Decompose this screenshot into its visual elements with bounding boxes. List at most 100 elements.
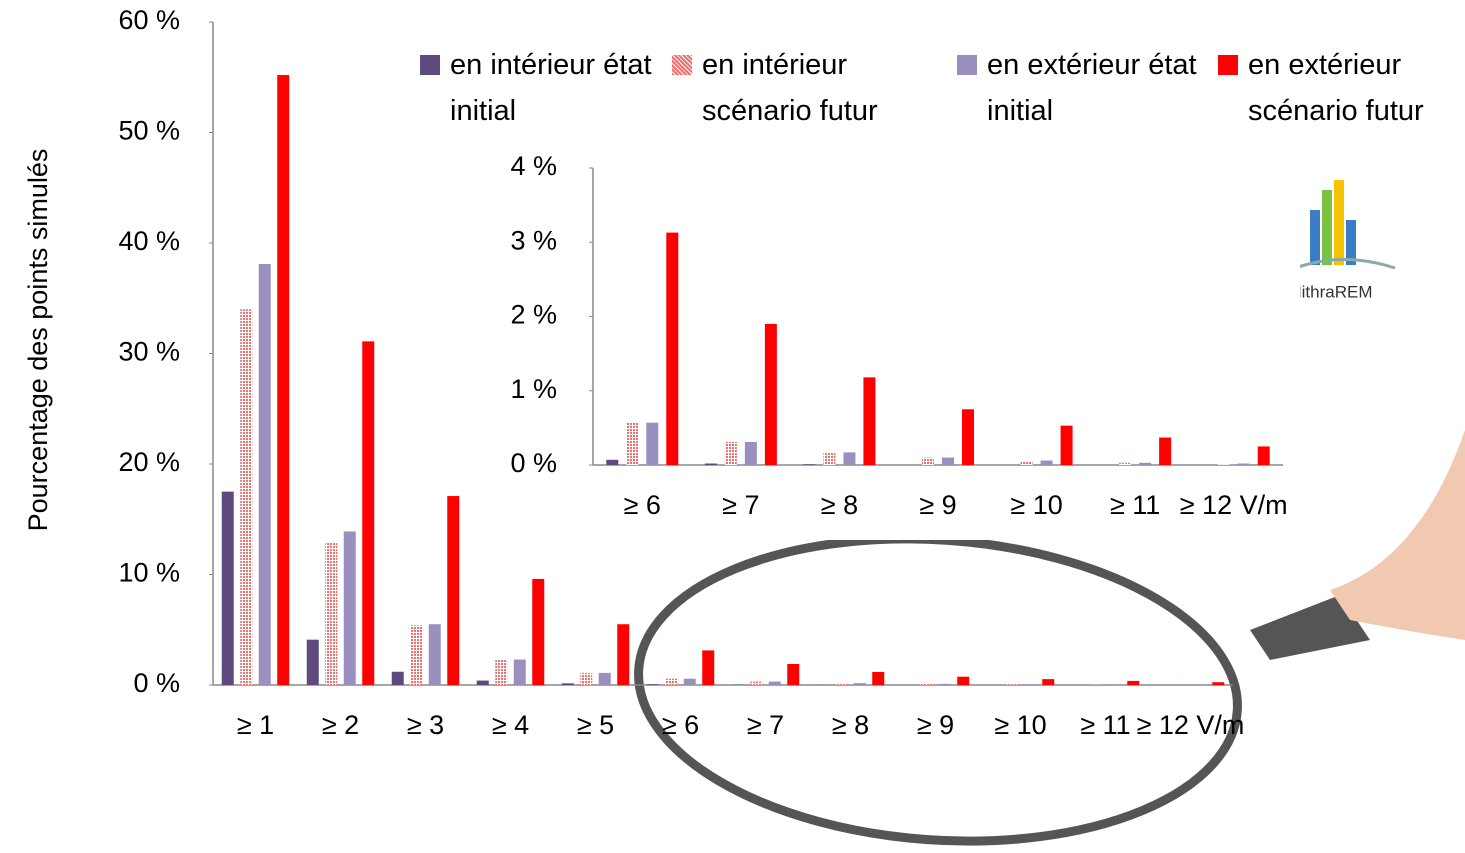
x-tick-label: ≥ 10 [1010,490,1062,520]
bar [599,673,611,685]
bar [1159,438,1171,465]
bar [765,324,777,465]
x-tick-label: ≥ 5 [577,710,614,740]
x-tick-label: ≥ 9 [917,710,954,740]
bar [410,625,422,685]
bar [1218,464,1230,465]
x-tick-label: ≥ 8 [821,490,858,520]
y-tick-label: 0 % [510,448,557,478]
bar [1061,426,1073,465]
y-tick-label: 2 % [510,300,557,330]
bar [1041,461,1053,465]
bar [240,309,252,685]
bar [362,341,374,685]
bar [750,682,762,685]
bar [1024,684,1036,685]
bar [617,624,629,685]
legend-swatch [957,55,977,75]
bar [562,683,574,685]
bar [447,496,459,685]
bar [939,684,951,685]
x-tick-label: ≥ 8 [832,710,869,740]
bar [854,683,866,685]
bar [787,664,799,685]
bar [1258,446,1270,465]
y-axis-label: Pourcentage des points simulés [23,149,53,532]
bar [1139,463,1151,465]
y-tick-label: 30 % [118,337,180,367]
bar [957,677,969,685]
y-tick-label: 1 % [510,374,557,404]
x-tick-label: ≥ 12 V/m [1137,710,1245,740]
bar [962,409,974,465]
bar [705,464,717,465]
x-tick-label: ≥ 7 [722,490,759,520]
bar [1119,463,1131,465]
page: Pourcentage des points simulés MithraREM… [0,0,1465,853]
bar [222,492,234,685]
y-tick-label: 60 % [118,5,180,35]
bar [259,264,271,685]
x-tick-label: ≥ 2 [322,710,359,740]
legend-swatch [1218,55,1238,75]
bar [325,542,337,685]
hand [1330,430,1465,640]
bar [872,672,884,685]
bar [702,650,714,685]
bar [1005,684,1017,685]
bar [684,679,696,685]
bar [1238,464,1250,465]
bar [429,624,441,685]
bar [942,458,954,465]
bar [532,579,544,685]
x-tick-label: ≥ 3 [407,710,444,740]
bar [920,684,932,685]
x-tick-label: ≥ 12 V/m [1180,490,1288,520]
x-tick-label: ≥ 7 [747,710,784,740]
y-tick-label: 40 % [118,226,180,256]
bar [646,423,658,465]
x-tick-label: ≥ 11 [1110,490,1160,520]
bar [1042,679,1054,685]
x-tick-label: ≥ 11 [1080,710,1130,740]
bar [307,640,319,685]
bar [725,442,737,465]
legend-label: en extérieur état initial [987,42,1202,134]
x-tick-label: ≥ 9 [919,490,956,520]
x-tick-label: ≥ 4 [492,710,529,740]
bar [745,442,757,465]
bar [803,464,815,465]
legend-label: en intérieur scénario futur [702,42,917,134]
inset-panel [480,150,1300,540]
bar [344,531,356,685]
y-tick-label: 50 % [118,116,180,146]
bar [392,672,404,685]
y-tick-label: 3 % [510,225,557,255]
bar [514,660,526,685]
bar [769,682,781,685]
bar [665,679,677,685]
legend-label: en extérieur scénario futur [1248,42,1463,134]
bar [1021,461,1033,465]
legend-swatch [420,55,440,75]
bar [922,458,934,465]
y-tick-label: 20 % [118,447,180,477]
logo: MithraREM [1287,180,1395,301]
legend-label: en intérieur état initial [450,42,665,134]
bar [823,452,835,465]
y-tick-label: 4 % [510,151,557,181]
bar [863,377,875,465]
bar [495,660,507,685]
bar [1212,682,1224,685]
x-tick-label: ≥ 6 [662,710,699,740]
bar [1127,681,1139,685]
x-tick-label: ≥ 6 [624,490,661,520]
y-tick-label: 0 % [133,668,180,698]
bar [843,452,855,465]
magnifier-lens [628,519,1247,853]
bar [277,75,289,685]
bar [580,673,592,685]
bar [626,423,638,465]
logo-text: MithraREM [1287,282,1372,301]
bar [835,683,847,685]
